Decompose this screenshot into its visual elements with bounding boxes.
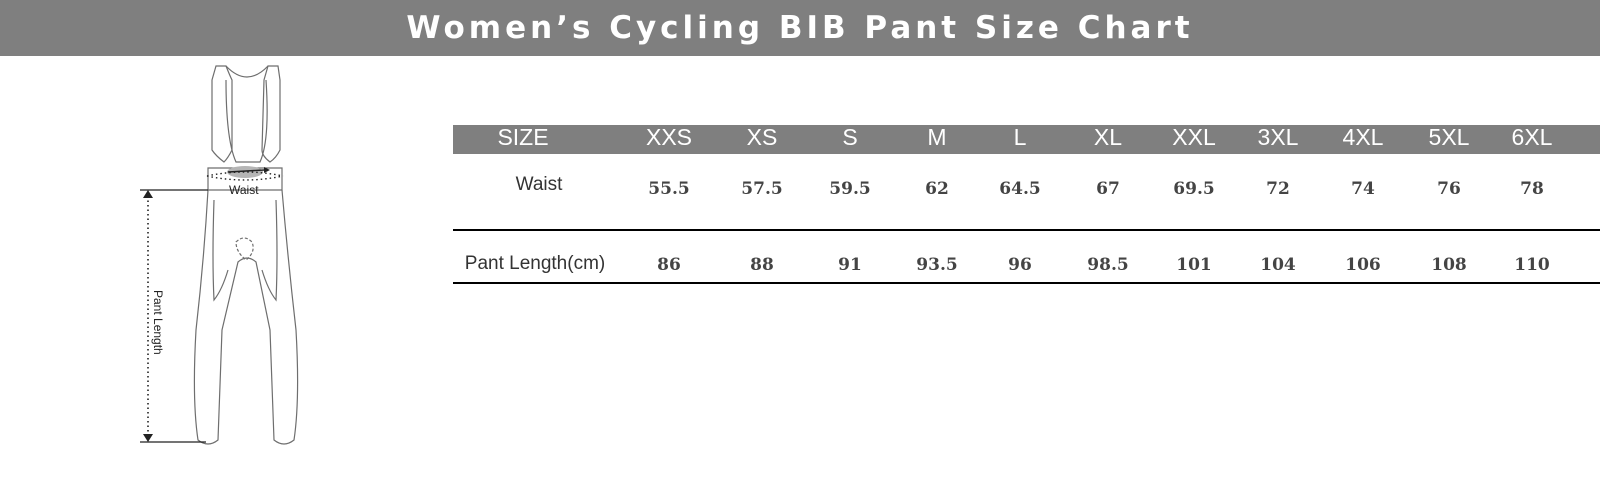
size-header-4xl: 4XL: [1342, 124, 1384, 150]
size-header-s: S: [842, 124, 858, 150]
size-header-l: L: [1013, 124, 1027, 150]
bib-pant-illustration: Waist Pant Length: [0, 56, 440, 480]
waist-value: 62: [925, 179, 949, 199]
pant-length-value: 93.5: [916, 255, 958, 275]
pant-length-value: 101: [1176, 255, 1212, 275]
size-header-label: SIZE: [497, 124, 549, 150]
waist-value: 59.5: [829, 179, 871, 199]
size-header-3xl: 3XL: [1257, 124, 1299, 150]
size-header-6xl: 6XL: [1511, 124, 1553, 150]
pant-length-value: 106: [1345, 255, 1381, 275]
table-header-row: SIZE XXS XS S M L XL XXL 3XL 4XL 5XL 6XL: [453, 124, 1600, 154]
size-header-xxs: XXS: [645, 124, 693, 150]
pant-length-value: 96: [1008, 255, 1032, 275]
table-row-pant-length: Pant Length(cm) 86 88 91 93.5 96 98.5 101 104 10…: [453, 231, 1600, 284]
pant-length-value: 86: [657, 255, 681, 275]
waist-label: Waist: [229, 183, 259, 197]
size-header-xl: XL: [1093, 124, 1123, 150]
pant-length-value: 104: [1260, 255, 1296, 275]
size-table: SIZE XXS XS S M L XL XXL 3XL 4XL 5XL 6XL Waist 55.…: [453, 124, 1600, 284]
left-strap: [211, 65, 233, 163]
size-header-5xl: 5XL: [1428, 124, 1470, 150]
size-header-m: M: [927, 124, 947, 150]
page-title: Women’s Cycling BIB Pant Size Chart: [406, 10, 1194, 46]
waist-value: 64.5: [999, 179, 1041, 199]
waist-value: 78: [1520, 179, 1544, 199]
size-header-xs: XS: [746, 124, 778, 150]
waist-value: 72: [1266, 179, 1290, 199]
title-bar: Women’s Cycling BIB Pant Size Chart: [0, 0, 1600, 56]
waist-value: 74: [1351, 179, 1375, 199]
pant-length-label: Pant Length: [151, 290, 165, 355]
table-row-waist: Waist 55.5 57.5 59.5 62 64.5 67 69.5 72 74 76 78: [453, 154, 1600, 231]
waist-value: 76: [1437, 179, 1461, 199]
waist-value: 69.5: [1173, 179, 1215, 199]
waist-value: 57.5: [741, 179, 783, 199]
size-header-xxl: XXL: [1172, 124, 1216, 150]
waist-row-label: Waist: [515, 174, 563, 195]
waist-value: 67: [1096, 179, 1120, 199]
pant-length-value: 98.5: [1087, 255, 1129, 275]
waist-shading: [227, 166, 263, 178]
pant-length-value: 108: [1431, 255, 1467, 275]
waist-value: 55.5: [648, 179, 690, 199]
pant-length-row-label: Pant Length(cm): [464, 253, 606, 274]
right-strap: [261, 65, 281, 163]
pant-length-value: 88: [750, 255, 774, 275]
bib-pant-drawing: Waist Pant Length: [140, 65, 299, 445]
pant-length-value: 91: [838, 255, 862, 275]
pant-length-value: 110: [1514, 255, 1550, 275]
